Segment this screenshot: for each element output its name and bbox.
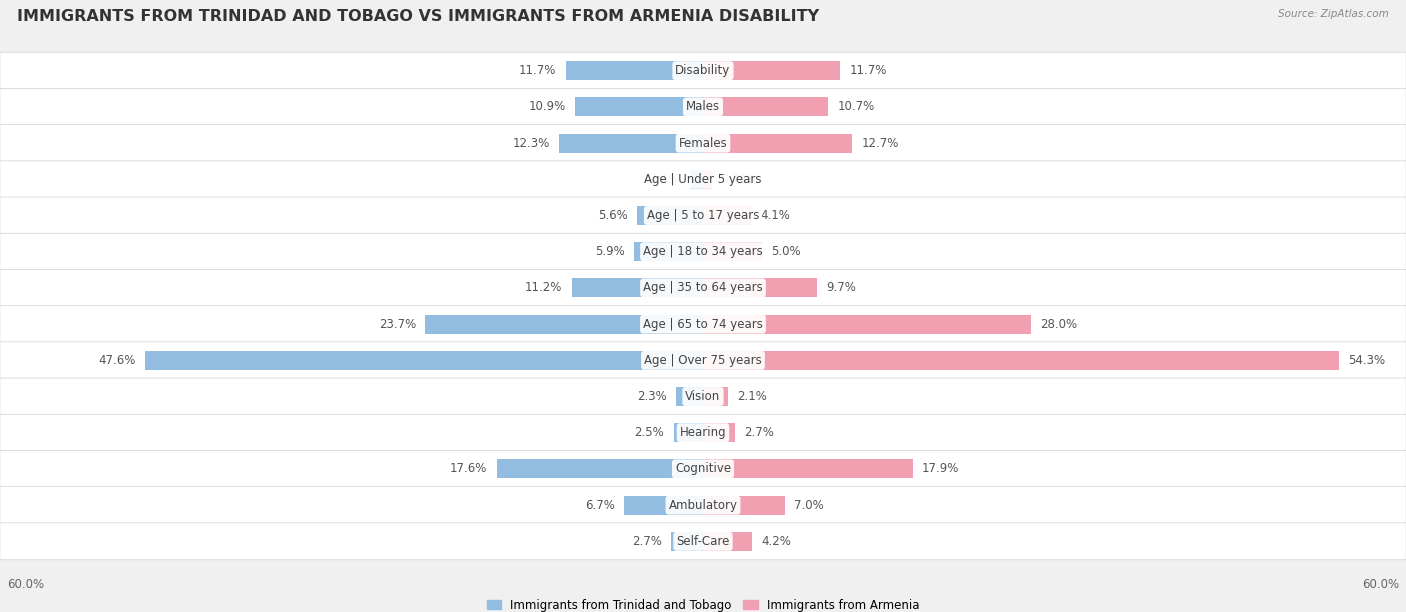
Bar (565, 61, 703, 80)
Text: 5.0%: 5.0% (770, 245, 800, 258)
Bar (703, 460, 912, 479)
Text: Age | 18 to 34 years: Age | 18 to 34 years (643, 245, 763, 258)
Text: 47.6%: 47.6% (98, 354, 136, 367)
Text: 9.7%: 9.7% (827, 282, 856, 294)
Text: 10.9%: 10.9% (529, 100, 565, 113)
Text: Males: Males (686, 100, 720, 113)
Text: 60.0%: 60.0% (7, 578, 44, 591)
FancyBboxPatch shape (0, 125, 1406, 162)
Text: Age | Under 5 years: Age | Under 5 years (644, 173, 762, 186)
Text: Cognitive: Cognitive (675, 463, 731, 476)
Bar (637, 206, 703, 225)
FancyBboxPatch shape (0, 414, 1406, 451)
Bar (425, 315, 703, 334)
Text: Hearing: Hearing (679, 426, 727, 439)
Text: 12.3%: 12.3% (512, 136, 550, 149)
FancyBboxPatch shape (0, 52, 1406, 89)
Bar (703, 97, 828, 116)
Text: Vision: Vision (685, 390, 721, 403)
FancyBboxPatch shape (0, 487, 1406, 524)
FancyBboxPatch shape (0, 450, 1406, 487)
Bar (690, 170, 703, 188)
Bar (703, 61, 841, 80)
Text: 6.7%: 6.7% (585, 499, 616, 512)
Bar (575, 97, 703, 116)
Text: 2.1%: 2.1% (737, 390, 766, 403)
Bar (145, 351, 703, 370)
Bar (572, 278, 703, 297)
Text: Age | 5 to 17 years: Age | 5 to 17 years (647, 209, 759, 222)
Bar (703, 133, 852, 152)
Bar (703, 170, 711, 188)
Text: 7.0%: 7.0% (794, 499, 824, 512)
Bar (703, 424, 734, 442)
Text: 28.0%: 28.0% (1040, 318, 1077, 330)
Text: Disability: Disability (675, 64, 731, 77)
Bar (703, 387, 728, 406)
Text: 11.2%: 11.2% (524, 282, 562, 294)
FancyBboxPatch shape (0, 305, 1406, 343)
Bar (673, 424, 703, 442)
Text: 5.9%: 5.9% (595, 245, 624, 258)
Text: 11.7%: 11.7% (519, 64, 557, 77)
FancyBboxPatch shape (0, 269, 1406, 307)
Text: 2.7%: 2.7% (744, 426, 773, 439)
FancyBboxPatch shape (0, 523, 1406, 560)
Text: 0.76%: 0.76% (721, 173, 758, 186)
Text: 4.2%: 4.2% (762, 535, 792, 548)
Text: 2.5%: 2.5% (634, 426, 665, 439)
Bar (703, 206, 751, 225)
Bar (624, 496, 703, 515)
Text: Age | 35 to 64 years: Age | 35 to 64 years (643, 282, 763, 294)
Text: 1.1%: 1.1% (651, 173, 681, 186)
Bar (703, 315, 1031, 334)
Text: 2.7%: 2.7% (633, 535, 662, 548)
Text: 17.9%: 17.9% (922, 463, 959, 476)
Text: Age | 65 to 74 years: Age | 65 to 74 years (643, 318, 763, 330)
Bar (672, 532, 703, 551)
Text: 17.6%: 17.6% (450, 463, 488, 476)
Text: 10.7%: 10.7% (838, 100, 875, 113)
Text: Ambulatory: Ambulatory (668, 499, 738, 512)
Bar (703, 496, 785, 515)
Text: Age | Over 75 years: Age | Over 75 years (644, 354, 762, 367)
Bar (703, 532, 752, 551)
Text: 5.6%: 5.6% (599, 209, 628, 222)
FancyBboxPatch shape (0, 88, 1406, 125)
Bar (703, 242, 762, 261)
Text: 54.3%: 54.3% (1348, 354, 1386, 367)
Text: 12.7%: 12.7% (860, 136, 898, 149)
FancyBboxPatch shape (0, 233, 1406, 270)
Text: 2.3%: 2.3% (637, 390, 666, 403)
FancyBboxPatch shape (0, 342, 1406, 379)
Bar (676, 387, 703, 406)
FancyBboxPatch shape (0, 378, 1406, 415)
FancyBboxPatch shape (0, 197, 1406, 234)
Text: 4.1%: 4.1% (761, 209, 790, 222)
Bar (703, 278, 817, 297)
Bar (560, 133, 703, 152)
Text: Self-Care: Self-Care (676, 535, 730, 548)
Text: 23.7%: 23.7% (378, 318, 416, 330)
Text: Females: Females (679, 136, 727, 149)
Text: IMMIGRANTS FROM TRINIDAD AND TOBAGO VS IMMIGRANTS FROM ARMENIA DISABILITY: IMMIGRANTS FROM TRINIDAD AND TOBAGO VS I… (17, 9, 820, 24)
Legend: Immigrants from Trinidad and Tobago, Immigrants from Armenia: Immigrants from Trinidad and Tobago, Imm… (482, 594, 924, 612)
Text: Source: ZipAtlas.com: Source: ZipAtlas.com (1278, 9, 1389, 19)
Bar (496, 460, 703, 479)
Bar (634, 242, 703, 261)
Text: 60.0%: 60.0% (1362, 578, 1399, 591)
Text: 11.7%: 11.7% (849, 64, 887, 77)
FancyBboxPatch shape (0, 161, 1406, 198)
Bar (703, 351, 1339, 370)
